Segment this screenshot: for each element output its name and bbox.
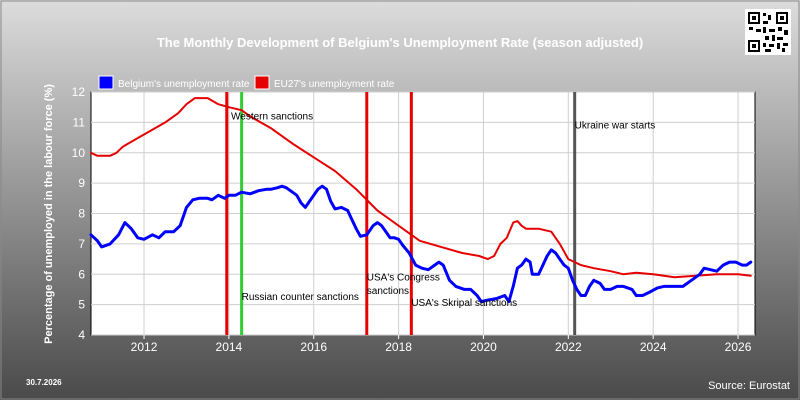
y-axis-label: Percentage of unemployed in the labour f… [43,84,55,344]
legend-label-eu27: EU27's unemployment rate [274,79,395,90]
y-tick-label: 5 [78,298,85,312]
y-tick-label: 6 [78,267,85,281]
grid [91,91,755,336]
qr-code-icon [745,9,791,55]
footer-date: 30.7.2026 [26,378,62,387]
y-tick-label: 7 [78,237,85,251]
annotation-label: USA's Congress [367,272,440,283]
y-axis-ticks: 4 5 6 7 8 9 10 11 12 [72,85,86,342]
x-tick-label: 2012 [131,340,158,354]
event-lines [225,92,577,335]
legend: Belgium's unemployment rate EU27's unemp… [98,75,395,90]
legend-label-belgium: Belgium's unemployment rate [118,79,250,90]
y-tick-label: 9 [78,176,85,190]
y-tick-label: 12 [72,85,86,99]
footer-source: Source: Eurostat [708,380,790,392]
annotation-label: Russian counter sanctions [242,292,359,303]
legend-swatch-eu27 [254,75,270,90]
y-tick-label: 10 [72,146,86,160]
x-tick-label: 2022 [555,340,582,354]
x-tick-label: 2026 [725,340,752,354]
x-tick-label: 2024 [640,340,667,354]
x-tick-label: 2014 [216,340,243,354]
annotation-label: Western sanctions [231,111,313,122]
x-tick-label: 2016 [300,340,327,354]
legend-swatch-belgium [98,75,114,90]
series-lines [89,97,753,304]
x-tick-label: 2018 [385,340,412,354]
y-tick-label: 11 [73,115,86,129]
annotation-label: Ukraine war starts [575,120,656,131]
series-line-eu27 [90,97,752,279]
chart-title: The Monthly Development of Belgium's Une… [157,35,643,50]
annotations: Western sanctions Russian counter sanctio… [231,111,655,309]
series-line-belgium [89,184,753,304]
annotation-label: sanctions [367,286,409,297]
y-tick-label: 4 [78,328,85,342]
x-axis-ticks: 2012 2014 2016 2018 2020 2022 2024 2026 [131,335,752,354]
annotation-label: USA's Skripal sanctions [411,298,517,309]
y-tick-label: 8 [78,207,85,221]
x-tick-label: 2020 [470,340,497,354]
